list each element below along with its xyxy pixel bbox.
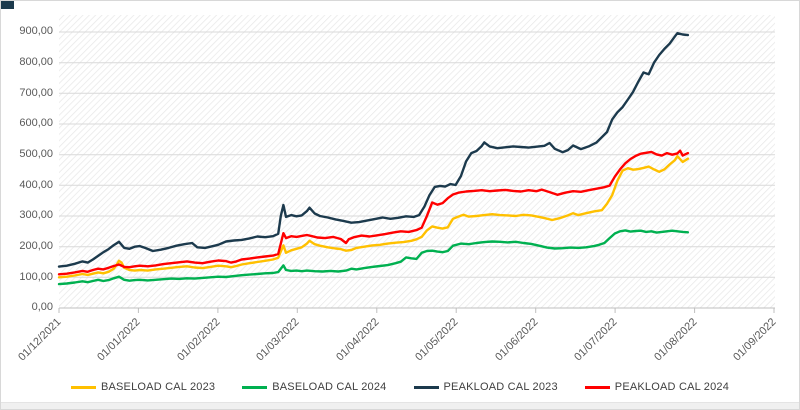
y-axis-label: 400,00 — [19, 179, 53, 191]
legend-swatch-yellow — [70, 385, 96, 389]
series-baseload-cal-2024 — [57, 229, 690, 286]
legend-item-baseload-cal-2024: BASELOAD CAL 2024 — [242, 381, 386, 393]
screen-corner-artifact — [1, 1, 14, 9]
series-baseload-cal-2023 — [57, 154, 690, 279]
bottom-strip — [1, 402, 799, 409]
legend-item-peakload-cal-2023: PEAKLOAD CAL 2023 — [413, 381, 558, 393]
y-axis-label: 100,00 — [19, 271, 53, 283]
y-axis-label: 200,00 — [19, 240, 53, 252]
legend-swatch-red — [584, 385, 610, 389]
legend-item-baseload-cal-2023: BASELOAD CAL 2023 — [70, 381, 216, 393]
series-peakload-cal-2024 — [57, 149, 690, 276]
y-axis-label: 700,00 — [19, 87, 53, 99]
legend-swatch-green — [242, 385, 268, 389]
legend-label: BASELOAD CAL 2023 — [100, 381, 216, 393]
y-axis-label: 600,00 — [19, 117, 53, 129]
chart-legend: BASELOAD CAL 2023 BASELOAD CAL 2024 PEAK… — [1, 381, 799, 393]
legend-item-peakload-cal-2024: PEAKLOAD CAL 2024 — [584, 381, 730, 393]
series-peakload-cal-2023 — [57, 32, 690, 268]
y-axis-label: 500,00 — [19, 148, 53, 160]
y-axis-label: 900,00 — [19, 25, 53, 37]
legend-swatch-navy — [413, 385, 439, 389]
x-axis — [58, 307, 775, 313]
y-axis-label: 800,00 — [19, 56, 53, 68]
legend-label: PEAKLOAD CAL 2023 — [443, 381, 558, 393]
legend-label: BASELOAD CAL 2024 — [272, 381, 387, 393]
gridlines — [59, 31, 775, 278]
legend-label: PEAKLOAD CAL 2024 — [614, 381, 730, 393]
y-axis-label: 300,00 — [19, 209, 53, 221]
y-axis-label: 0,00 — [31, 301, 53, 313]
